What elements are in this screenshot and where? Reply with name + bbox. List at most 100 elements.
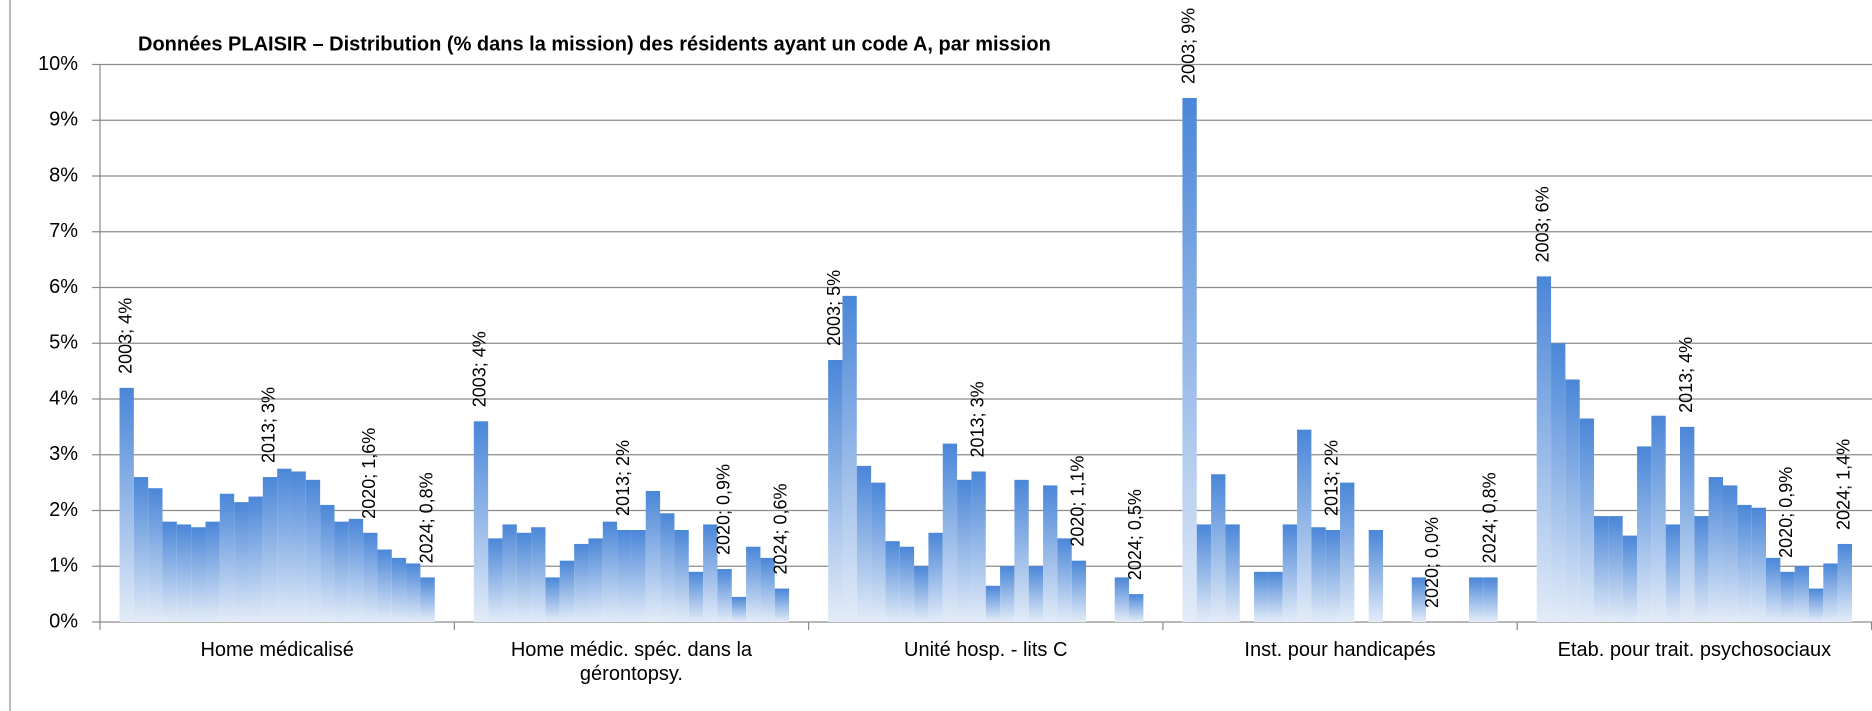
- bar: [488, 538, 503, 622]
- bar: [645, 490, 661, 622]
- bar: [631, 530, 646, 622]
- bar: [1211, 474, 1226, 622]
- y-tick-label: 0%: [49, 610, 78, 632]
- bar: [731, 596, 747, 622]
- bar: [1282, 524, 1298, 622]
- bar: [1043, 485, 1058, 622]
- bar: [1297, 429, 1312, 622]
- bar: [1694, 516, 1709, 622]
- bar: [1469, 577, 1484, 622]
- bar: [1225, 524, 1240, 622]
- bar: [502, 524, 517, 622]
- bar: [348, 518, 364, 622]
- bar: [176, 524, 192, 622]
- bar: [320, 504, 335, 622]
- bar: [377, 549, 392, 622]
- bar: [842, 295, 857, 622]
- bar: [1057, 538, 1072, 622]
- bar: [928, 532, 943, 622]
- bar: [1325, 530, 1341, 622]
- bar: [473, 421, 489, 622]
- bar: [717, 569, 732, 622]
- bar: [1622, 535, 1638, 622]
- bar: [1665, 524, 1681, 622]
- bar: [1565, 379, 1580, 622]
- bar: [1594, 516, 1609, 622]
- bar: [1780, 571, 1795, 622]
- x-tick-label: Home médicalisé: [200, 639, 354, 661]
- data-label: 2003; 4%: [115, 298, 135, 374]
- bar: [1708, 477, 1724, 622]
- x-tick-label: Unité hosp. - lits C: [904, 639, 1068, 661]
- bar: [516, 532, 532, 622]
- bar: [305, 479, 321, 622]
- bar: [942, 443, 958, 622]
- bar: [1368, 530, 1384, 622]
- data-label: 2024; 1,4%: [1834, 439, 1854, 530]
- bar: [1766, 557, 1781, 622]
- data-label: 2003; 4%: [470, 331, 490, 407]
- bar: [688, 571, 704, 622]
- data-label: 2003; 9%: [1178, 8, 1198, 84]
- bar: [363, 532, 378, 622]
- data-label: 2024; 0,8%: [1479, 472, 1499, 563]
- bar: [602, 521, 618, 622]
- bar: [971, 471, 986, 622]
- bar: [545, 577, 560, 622]
- y-tick-label: 8%: [49, 164, 78, 186]
- chart-frame: [9, 0, 11, 711]
- y-tick-label: 9%: [49, 109, 78, 131]
- y-tick-label: 6%: [49, 276, 78, 298]
- bar: [1723, 485, 1738, 622]
- y-tick-label: 10%: [38, 53, 78, 75]
- bar: [1000, 566, 1015, 622]
- bar: [1551, 343, 1566, 622]
- bar: [1651, 415, 1666, 622]
- bar: [205, 521, 220, 622]
- bar: [828, 359, 843, 622]
- bar: [1637, 446, 1652, 622]
- bar: [1579, 418, 1595, 622]
- data-label: 2020; 1,1%: [1068, 456, 1088, 547]
- bar: [1129, 594, 1144, 622]
- data-label: 2024; 0,8%: [416, 472, 436, 563]
- bar: [1808, 588, 1824, 622]
- bar: [391, 557, 407, 622]
- bar: [1254, 571, 1269, 622]
- data-label: 2020; 0,0%: [1422, 517, 1442, 608]
- bar: [1837, 543, 1852, 622]
- data-label: 2024; 0,5%: [1125, 489, 1145, 580]
- bar: [1536, 276, 1552, 622]
- bar: [234, 502, 249, 622]
- bar: [703, 524, 718, 622]
- data-label: 2020; 0,9%: [713, 464, 733, 555]
- bar: [899, 546, 915, 622]
- bar: [162, 521, 177, 622]
- data-label: 2013; 3%: [967, 381, 987, 457]
- bar: [420, 577, 435, 622]
- bar: [1483, 577, 1498, 622]
- x-tick-label: Etab. pour trait. psychosociaux: [1557, 639, 1832, 661]
- bar: [1114, 577, 1130, 622]
- bar: [1014, 479, 1029, 622]
- data-label: 2024; 0,6%: [771, 483, 791, 574]
- data-label: 2003; 5%: [824, 270, 844, 346]
- bar: [957, 479, 972, 622]
- y-tick-label: 3%: [49, 443, 78, 465]
- data-label: 2013; 2%: [1322, 440, 1342, 516]
- bar: [914, 566, 929, 622]
- bar: [1411, 577, 1427, 622]
- y-tick-label: 1%: [49, 555, 78, 577]
- y-tick-label: 2%: [49, 499, 78, 521]
- bar: [1182, 97, 1197, 622]
- data-label: 2013; 3%: [259, 387, 279, 463]
- bar: [1311, 527, 1326, 622]
- bar: [885, 541, 900, 622]
- bar: [191, 527, 206, 622]
- chart-title: Données PLAISIR – Distribution (% dans l…: [138, 33, 1051, 55]
- bar: [660, 513, 675, 622]
- bar: [248, 496, 263, 622]
- data-label: 2003; 6%: [1533, 186, 1553, 262]
- y-tick-label: 7%: [49, 220, 78, 242]
